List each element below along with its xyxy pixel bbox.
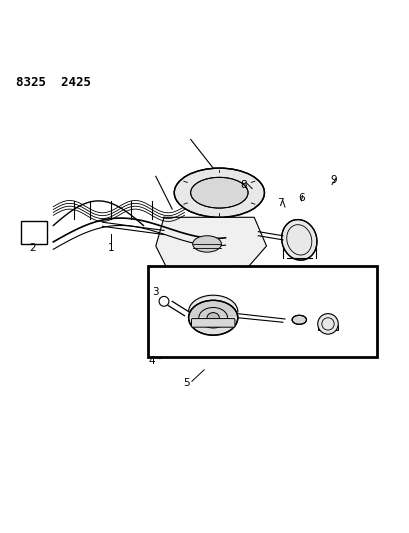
Ellipse shape <box>190 177 247 208</box>
Text: 7: 7 <box>277 198 283 208</box>
Text: 8: 8 <box>240 180 247 190</box>
Text: 1: 1 <box>107 243 114 253</box>
Text: 2: 2 <box>29 243 36 253</box>
Bar <box>147 266 376 357</box>
Text: 3: 3 <box>152 287 159 297</box>
FancyBboxPatch shape <box>191 319 234 327</box>
Text: 9: 9 <box>330 175 337 185</box>
Ellipse shape <box>291 316 306 324</box>
Bar <box>317 325 337 330</box>
Bar <box>168 266 225 293</box>
Ellipse shape <box>192 236 221 252</box>
Bar <box>20 221 47 244</box>
Text: 5: 5 <box>183 378 189 389</box>
Polygon shape <box>155 217 266 279</box>
Text: 8325  2425: 8325 2425 <box>16 76 91 89</box>
Ellipse shape <box>188 300 237 335</box>
Circle shape <box>317 313 337 334</box>
Ellipse shape <box>281 220 316 260</box>
Ellipse shape <box>185 276 207 288</box>
Text: 4: 4 <box>148 356 155 366</box>
Text: 6: 6 <box>297 192 304 203</box>
Ellipse shape <box>174 168 264 217</box>
Ellipse shape <box>207 313 219 323</box>
